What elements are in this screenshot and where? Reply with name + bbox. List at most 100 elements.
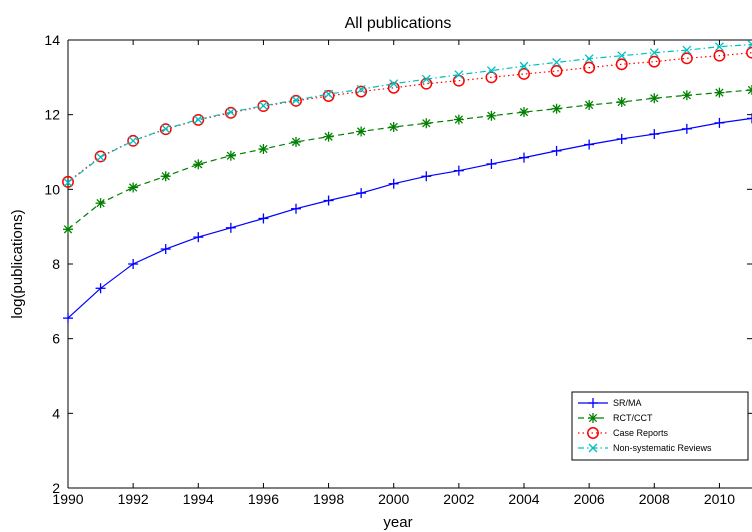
data-point bbox=[649, 93, 660, 104]
data-point bbox=[519, 152, 529, 163]
series-non-systematic-reviews bbox=[63, 40, 752, 188]
y-axis: 2 4 6 8 10 12 14 bbox=[44, 32, 752, 496]
data-point bbox=[588, 443, 598, 453]
data-point bbox=[95, 283, 106, 294]
data-point bbox=[486, 158, 497, 169]
x-tick-label: 1992 bbox=[118, 491, 149, 507]
x-tick-label: 2004 bbox=[508, 491, 539, 507]
series-line bbox=[67, 117, 752, 319]
data-point bbox=[551, 103, 562, 114]
legend-item: Non-systematic Reviews bbox=[578, 443, 712, 453]
legend-label: Case Reports bbox=[613, 428, 669, 438]
data-point bbox=[226, 107, 236, 117]
y-tick-label: 2 bbox=[52, 480, 60, 496]
data-point bbox=[682, 45, 692, 55]
x-tick-label: 2000 bbox=[378, 491, 409, 507]
data-point bbox=[63, 313, 73, 324]
x-tick-label: 1994 bbox=[183, 491, 214, 507]
data-point bbox=[648, 55, 661, 68]
data-point bbox=[193, 232, 204, 243]
data-point bbox=[486, 110, 497, 121]
x-tick-label: 1990 bbox=[52, 491, 83, 507]
chart-title: All publications bbox=[345, 15, 452, 32]
data-point bbox=[421, 171, 432, 182]
data-point bbox=[291, 136, 301, 147]
y-tick-label: 12 bbox=[44, 107, 60, 123]
data-point bbox=[552, 57, 562, 67]
data-point bbox=[584, 99, 595, 110]
data-point bbox=[258, 101, 268, 111]
series-sr-ma bbox=[63, 113, 752, 324]
y-tick-label: 8 bbox=[52, 256, 60, 272]
data-point bbox=[290, 94, 302, 107]
legend-label: Non-systematic Reviews bbox=[613, 443, 712, 453]
series-line bbox=[67, 89, 752, 230]
data-point bbox=[421, 118, 432, 129]
data-point bbox=[388, 121, 399, 132]
data-point bbox=[291, 203, 301, 214]
data-point bbox=[127, 134, 140, 147]
data-point bbox=[588, 413, 598, 423]
data-point bbox=[616, 133, 627, 144]
data-point bbox=[649, 129, 660, 140]
data-point bbox=[159, 123, 172, 136]
data-point bbox=[588, 398, 598, 408]
data-point bbox=[96, 152, 106, 162]
data-point bbox=[356, 84, 366, 94]
series-line bbox=[67, 52, 752, 183]
data-point bbox=[747, 40, 752, 49]
data-point bbox=[583, 61, 596, 74]
data-point bbox=[518, 68, 530, 80]
series-rct-cct bbox=[63, 85, 752, 235]
data-point bbox=[587, 427, 599, 439]
y-axis-title: log(publications) bbox=[9, 209, 26, 318]
data-point bbox=[649, 48, 659, 58]
data-point bbox=[584, 54, 594, 64]
legend: SR/MA RCT/CCT Case Reports Non-systematic R… bbox=[571, 391, 749, 461]
data-point bbox=[550, 65, 563, 77]
x-tick-label: 2002 bbox=[443, 491, 474, 507]
legend-item: RCT/CCT bbox=[578, 413, 653, 423]
data-point bbox=[485, 71, 498, 84]
data-point bbox=[519, 61, 529, 71]
legend-item: SR/MA bbox=[578, 398, 642, 408]
data-point bbox=[355, 85, 368, 98]
data-point bbox=[747, 85, 752, 96]
series-layer bbox=[62, 40, 752, 324]
y-tick-label: 14 bbox=[44, 32, 60, 48]
data-point bbox=[388, 178, 399, 189]
data-point bbox=[258, 144, 269, 155]
data-point bbox=[551, 145, 562, 156]
data-point bbox=[161, 124, 171, 134]
data-point bbox=[714, 117, 725, 128]
legend-label: SR/MA bbox=[613, 398, 642, 408]
data-point bbox=[258, 213, 269, 224]
data-point bbox=[225, 222, 236, 233]
x-axis: 1990 1992 1994 1996 1998 2000 2002 2004 2006 2008… bbox=[52, 40, 735, 507]
data-point bbox=[747, 113, 752, 124]
data-point bbox=[616, 96, 627, 107]
data-point bbox=[291, 95, 301, 105]
data-point bbox=[62, 175, 74, 188]
y-tick-label: 10 bbox=[44, 181, 60, 197]
data-point bbox=[322, 90, 335, 102]
y-tick-label: 4 bbox=[52, 405, 60, 421]
x-tick-label: 2008 bbox=[639, 491, 670, 507]
data-point bbox=[421, 74, 431, 84]
data-point bbox=[584, 139, 595, 150]
data-point bbox=[681, 123, 692, 134]
data-point bbox=[192, 113, 205, 126]
data-point bbox=[680, 52, 693, 65]
data-point bbox=[63, 178, 73, 188]
data-point bbox=[323, 195, 334, 206]
data-point bbox=[128, 259, 139, 269]
legend-label: RCT/CCT bbox=[613, 413, 653, 423]
data-point bbox=[617, 51, 627, 61]
data-point bbox=[714, 42, 724, 52]
data-point bbox=[193, 115, 203, 124]
data-point bbox=[714, 87, 725, 98]
data-point bbox=[160, 244, 171, 255]
data-point bbox=[389, 79, 399, 89]
data-point bbox=[519, 107, 529, 118]
